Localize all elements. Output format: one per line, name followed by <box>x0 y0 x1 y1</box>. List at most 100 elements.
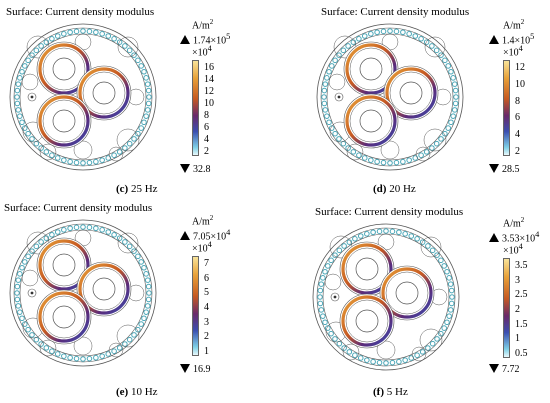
colorbar-tick-label: 16 <box>204 62 214 73</box>
armour-wire <box>419 349 426 355</box>
max-triangle-icon <box>180 231 190 241</box>
colorbar-min: 7.72 <box>489 364 520 375</box>
panel-title: Surface: Current density modulus <box>321 6 470 18</box>
core-screen-current <box>345 43 397 95</box>
armour-wire <box>122 341 128 347</box>
core-conductor <box>355 309 379 333</box>
armour-wire <box>21 259 28 265</box>
armour-wire <box>15 81 22 87</box>
armour-wire <box>408 355 415 361</box>
armour-wire <box>429 145 435 151</box>
armour-wire <box>448 68 454 75</box>
armour-wire <box>29 136 35 142</box>
core-conductor <box>359 57 383 81</box>
min-triangle-icon <box>489 364 499 373</box>
filler <box>324 273 342 291</box>
armour-wire <box>144 107 151 113</box>
armour-wire <box>19 68 25 75</box>
armour-wire <box>54 155 61 161</box>
armour-wire <box>25 326 31 333</box>
armour-wire <box>111 35 117 42</box>
armour-wire <box>400 158 406 165</box>
armour-wire <box>116 235 123 241</box>
panel-caption: (f) 5 Hz <box>373 386 408 398</box>
armour-wire <box>141 315 147 322</box>
colorbar-max: 7.05×104 <box>180 228 230 242</box>
armour-wire <box>21 321 28 327</box>
armour-wire <box>429 247 436 254</box>
filler <box>342 343 360 361</box>
panel-d: Surface: Current density modulus A/m2 1.… <box>275 0 550 200</box>
core-conductor <box>52 57 76 81</box>
core-screen-current <box>341 243 393 295</box>
armour-wire <box>14 94 20 100</box>
armour-wire <box>376 359 383 366</box>
armour-wire <box>141 68 147 75</box>
armour-wire <box>450 75 456 81</box>
colorbar-min: 16.9 <box>180 364 211 375</box>
filler <box>21 73 39 91</box>
armour-wire <box>17 113 23 119</box>
armour-wire <box>357 355 364 361</box>
armour-wire <box>33 47 40 54</box>
armour-wire <box>445 125 452 131</box>
armour-wire <box>442 130 448 137</box>
armour-wire <box>144 277 151 283</box>
armour-wire <box>141 264 147 271</box>
colorbar-tick-label: 8 <box>515 95 520 107</box>
filler <box>116 128 140 152</box>
armour-wire <box>368 157 374 163</box>
max-sup: 5 <box>530 32 535 41</box>
armour-wire <box>73 224 80 231</box>
armour-wire <box>99 227 105 233</box>
armour-wire <box>387 160 393 166</box>
armour-wire <box>145 283 152 290</box>
core-screen-current <box>78 263 130 315</box>
armour-wire <box>389 228 396 235</box>
armour-wire <box>145 100 152 107</box>
armour-wire <box>25 253 31 260</box>
unit-text: A/m <box>503 20 521 32</box>
armour-wire <box>21 63 28 69</box>
scale-text: ×10 <box>503 245 519 257</box>
armour-wire <box>80 356 86 362</box>
colorbar-scale: ×104 <box>192 44 212 58</box>
armour-wire <box>99 157 105 163</box>
core-screen-current <box>38 239 90 291</box>
colorbar-tick-label: 0.5 <box>515 348 528 359</box>
unit-text: A/m <box>503 218 521 230</box>
armour-wire <box>19 264 25 271</box>
filler <box>424 36 446 58</box>
armour-wire <box>444 268 450 275</box>
max-value: 1.74×10 <box>193 35 227 47</box>
cable-cross-section <box>312 223 460 371</box>
armour-wire <box>441 263 448 269</box>
armour-wire <box>61 353 67 359</box>
armour-wire <box>138 259 145 265</box>
armour-wire <box>38 43 44 49</box>
armour-outer-ring <box>13 27 153 167</box>
colorbar-unit: A/m2 <box>503 18 524 31</box>
armour-wire <box>356 152 362 159</box>
armour-wire <box>49 152 55 159</box>
colorbar-tick-label: 3 <box>515 274 520 286</box>
armour-wire <box>364 231 370 237</box>
armour-wire <box>131 332 137 338</box>
scale-text: ×10 <box>192 243 208 255</box>
armour-wire <box>135 253 141 260</box>
panel-caption: (e) 10 Hz <box>116 386 158 398</box>
armour-wire <box>412 33 419 39</box>
armour-wire <box>111 348 117 355</box>
filler <box>108 342 124 358</box>
armour-wire <box>15 277 22 283</box>
armour-wire <box>320 275 326 281</box>
armour-wire <box>364 357 370 363</box>
armour-wire <box>86 355 93 362</box>
armour-wire <box>380 159 387 166</box>
armour-wire <box>116 149 123 155</box>
fibre-core <box>30 291 34 295</box>
armour-wire <box>126 243 133 250</box>
armour-wire <box>49 35 55 42</box>
colorbar-tick-label: 3.5 <box>515 260 528 271</box>
colorbar-min: 28.5 <box>489 164 520 175</box>
